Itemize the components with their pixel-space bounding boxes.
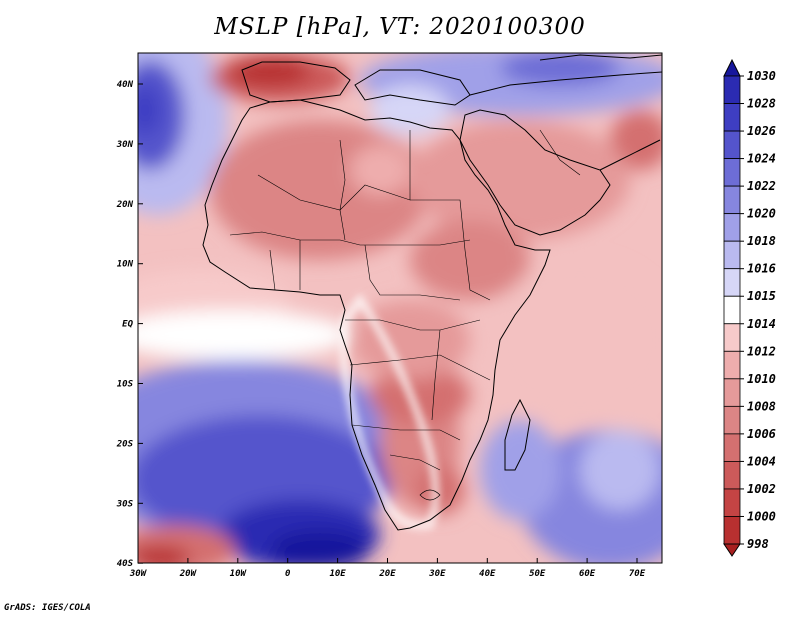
coastlines: [202, 54, 662, 531]
colorbar-swatch: [723, 516, 741, 545]
colorbar-label: 1020: [747, 207, 776, 221]
colorbar-label: 1010: [747, 372, 776, 386]
colorbar-label: 1014: [747, 317, 776, 331]
lat-label: 10N: [117, 260, 134, 270]
lat-label: 30N: [116, 140, 134, 150]
lon-label: 70E: [629, 569, 646, 579]
lon-label: 10E: [329, 569, 346, 579]
colorbar: 1030 1028 1026 1024 1022 1020 1018 1016 1015 1014…: [723, 58, 776, 557]
colorbar-swatch: [723, 240, 741, 270]
colorbar-swatch: [723, 185, 741, 215]
colorbar-swatch: [723, 295, 741, 325]
pressure-field: [138, 53, 662, 563]
colorbar-label: 1026: [747, 124, 776, 138]
map-frame: [137, 52, 663, 564]
colorbar-label: 1022: [747, 179, 776, 193]
colorbar-label: 1028: [747, 97, 776, 111]
lat-label: 10S: [117, 380, 134, 390]
colorbar-swatch: [723, 213, 741, 242]
colorbar-swatch: [723, 488, 741, 517]
colorbar-label: 1002: [747, 482, 776, 496]
longitude-axis: 30W 20W 10W 0 10E 20E 30E 40E 50E 60E 70E: [129, 558, 646, 579]
colorbar-label: 1030: [747, 69, 776, 83]
colorbar-swatch: [723, 75, 741, 104]
lon-label: 30W: [129, 569, 148, 579]
colorbar-label: 1018: [747, 234, 776, 248]
lon-label: 0: [285, 569, 291, 579]
colorbar-swatch: [723, 350, 741, 380]
lat-label: EQ: [122, 320, 133, 330]
colorbar-swatch: [723, 405, 741, 435]
colorbar-min-arrow: [723, 543, 741, 557]
lat-label: 40S: [117, 559, 134, 569]
colorbar-swatch: [723, 433, 741, 462]
colorbar-label: 1015: [747, 289, 776, 303]
chart-title: MSLP [hPa], VT: 2020100300: [214, 14, 586, 40]
lon-label: 20W: [179, 569, 198, 579]
colorbar-label: 1004: [747, 454, 776, 468]
colorbar-max-arrow: [723, 58, 741, 77]
lat-label: 20N: [116, 200, 134, 210]
lon-label: 60E: [579, 569, 596, 579]
colorbar-label: 1016: [747, 262, 776, 276]
colorbar-swatch: [723, 461, 741, 490]
colorbar-swatch: [723, 158, 741, 187]
colorbar-swatch: [723, 378, 741, 407]
latitude-axis: 40N 30N 20N 10N EQ 10S 20S 30S 40S: [116, 80, 143, 569]
country-borders: [229, 129, 581, 501]
colorbar-label: 1000: [747, 509, 776, 523]
lon-label: 10W: [230, 569, 248, 579]
lat-label: 40N: [117, 80, 134, 90]
colorbar-swatch: [723, 103, 741, 132]
lon-label: 40E: [479, 569, 496, 579]
colorbar-swatch: [723, 130, 741, 159]
colorbar-label: 1006: [747, 427, 776, 441]
colorbar-swatch: [723, 268, 741, 297]
lon-label: 50E: [529, 569, 546, 579]
lon-label: 20E: [378, 569, 396, 579]
colorbar-label: 998: [747, 537, 769, 551]
colorbar-label: 1012: [747, 344, 776, 358]
lon-label: 30E: [428, 569, 446, 579]
colorbar-swatch: [723, 323, 741, 352]
colorbar-label: 1008: [747, 399, 776, 413]
lat-label: 30S: [116, 499, 134, 509]
credit-label: GrADS: IGES/COLA: [4, 603, 91, 613]
lat-label: 20S: [116, 439, 134, 449]
colorbar-label: 1024: [747, 152, 776, 166]
